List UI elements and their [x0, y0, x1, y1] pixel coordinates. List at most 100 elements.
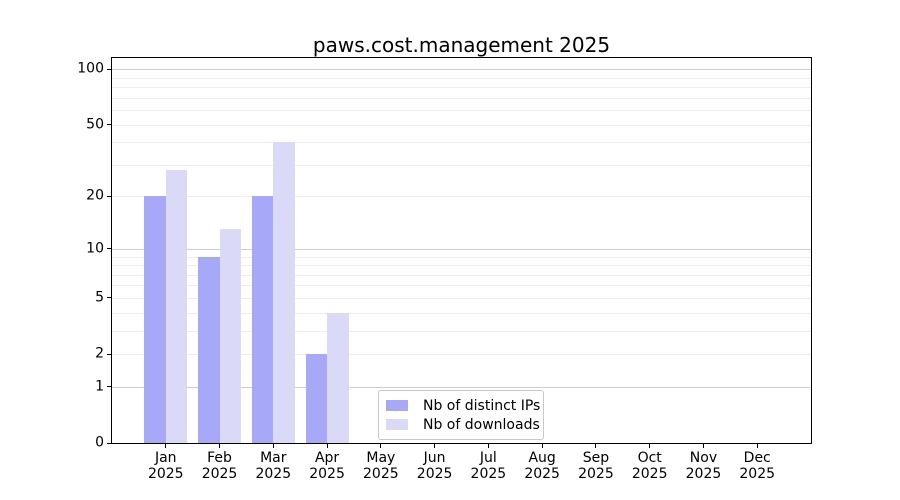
legend-label: Nb of downloads: [423, 416, 540, 433]
x-tick-year: 2025: [524, 465, 560, 482]
legend-label: Nb of distinct IPs: [423, 397, 541, 414]
y-tick-label: 0: [95, 434, 104, 451]
gridline: [112, 297, 811, 299]
gridline: [112, 142, 811, 144]
x-tick-mark: [219, 444, 221, 448]
x-tick-mark: [326, 444, 328, 448]
x-tick-label: Jan 2025: [147, 450, 184, 482]
y-tick-mark: [107, 386, 111, 388]
x-tick-mark: [702, 444, 704, 448]
x-tick-label: Apr 2025: [309, 450, 345, 482]
x-tick-year: 2025: [201, 465, 238, 482]
x-tick-year: 2025: [363, 465, 399, 482]
bar-distinct-ips: [251, 196, 274, 443]
x-tick-month: Oct: [637, 450, 662, 466]
x-tick-month: Feb: [207, 450, 232, 466]
bar-downloads: [219, 229, 242, 443]
x-tick-year: 2025: [416, 465, 453, 482]
x-tick-label: Mar 2025: [255, 450, 292, 482]
x-tick-label: Dec 2025: [739, 450, 776, 482]
gridline: [112, 164, 811, 166]
gridline: [112, 248, 811, 250]
x-tick-label: Jun 2025: [416, 450, 453, 482]
x-tick-month: May: [366, 450, 396, 466]
y-tick-mark: [107, 68, 111, 70]
bar-downloads: [165, 170, 188, 443]
gridline: [112, 87, 811, 89]
x-tick-year: 2025: [470, 465, 507, 482]
x-tick-mark: [434, 444, 436, 448]
gridline: [112, 124, 811, 126]
legend-row: Nb of distinct IPs: [386, 396, 540, 415]
y-tick-label: 50: [86, 116, 104, 133]
x-tick-month: Jun: [423, 450, 446, 466]
x-tick-year: 2025: [578, 465, 614, 482]
x-tick-mark: [756, 444, 758, 448]
legend-rows: Nb of distinct IPs Nb of downloads: [386, 396, 540, 434]
legend-swatch: [386, 400, 408, 411]
x-tick-label: Feb 2025: [201, 450, 238, 482]
x-tick-month: Aug: [528, 450, 556, 466]
x-tick-month: Jan: [154, 450, 177, 466]
gridline: [112, 69, 811, 71]
gridline: [112, 386, 811, 388]
x-tick-month: Nov: [689, 450, 718, 466]
x-tick-mark: [165, 444, 167, 448]
y-tick-label: 20: [86, 188, 104, 205]
bar-distinct-ips: [198, 256, 220, 443]
gridline: [112, 274, 811, 276]
y-tick-label: 2: [95, 345, 104, 362]
gridline: [112, 330, 811, 332]
x-tick-mark: [272, 444, 274, 448]
chart-title: paws.cost.management 2025: [312, 33, 611, 57]
x-tick-label: Oct 2025: [631, 450, 668, 482]
x-tick-mark: [380, 444, 382, 448]
x-tick-label: Jul 2025: [470, 450, 507, 482]
y-tick-mark: [107, 195, 111, 197]
gridline: [112, 265, 811, 267]
bar-distinct-ips: [305, 354, 328, 443]
gridline: [112, 110, 811, 112]
gridline: [112, 312, 811, 314]
x-tick-mark: [595, 444, 597, 448]
y-tick-label: 10: [86, 240, 104, 257]
y-tick-mark: [107, 297, 111, 299]
y-tick-mark: [107, 124, 111, 126]
x-tick-mark: [541, 444, 543, 448]
y-tick-label: 5: [95, 289, 104, 306]
x-tick-year: 2025: [739, 465, 776, 482]
bar-distinct-ips: [144, 196, 166, 443]
x-tick-year: 2025: [685, 465, 722, 482]
y-tick-label: 1: [95, 378, 104, 395]
x-tick-mark: [649, 444, 651, 448]
gridline: [112, 354, 811, 356]
x-tick-year: 2025: [255, 465, 292, 482]
x-tick-month: Apr: [314, 450, 340, 466]
x-tick-month: Mar: [260, 450, 287, 466]
x-tick-month: Dec: [743, 450, 771, 466]
y-tick-mark: [107, 442, 111, 444]
x-tick-mark: [487, 444, 489, 448]
x-tick-year: 2025: [631, 465, 668, 482]
legend: Nb of distinct IPs Nb of downloads: [378, 390, 544, 440]
y-tick-mark: [107, 248, 111, 250]
legend-row: Nb of downloads: [386, 415, 540, 434]
x-tick-label: Sep 2025: [578, 450, 614, 482]
plot-area: [111, 57, 812, 444]
x-tick-label: Aug 2025: [524, 450, 560, 482]
x-tick-label: Nov 2025: [685, 450, 722, 482]
x-tick-year: 2025: [309, 465, 345, 482]
gridline: [112, 196, 811, 198]
gridline: [112, 77, 811, 79]
y-tick-label: 100: [77, 60, 104, 77]
bar-downloads: [327, 312, 349, 443]
x-tick-month: Jul: [479, 450, 497, 466]
x-tick-year: 2025: [147, 465, 184, 482]
legend-swatch: [386, 419, 408, 430]
y-tick-mark: [107, 353, 111, 355]
gridline: [112, 285, 811, 287]
x-tick-label: May 2025: [363, 450, 399, 482]
gridline: [112, 256, 811, 258]
bar-downloads: [273, 142, 295, 443]
